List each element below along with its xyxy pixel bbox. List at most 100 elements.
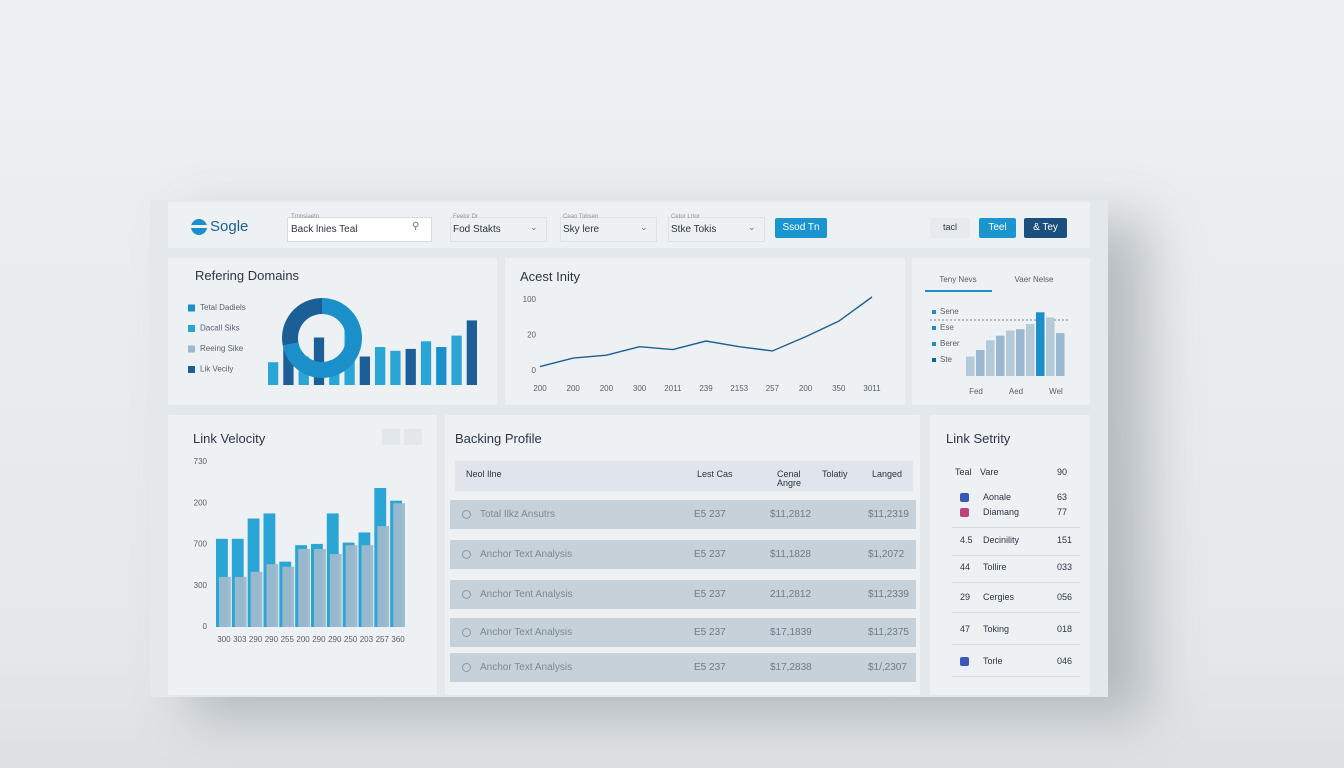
legend-label: Ese (940, 323, 954, 332)
bar (377, 526, 390, 627)
legend-swatch (188, 366, 195, 373)
y-tick-label: 730 (194, 457, 208, 466)
bar (976, 350, 985, 376)
panel-title: Link Velocity (193, 431, 266, 446)
row-value: 056 (1057, 592, 1073, 602)
row-name: Toking (983, 624, 1010, 634)
divider (952, 582, 1080, 583)
x-tick-label: 303 (233, 635, 247, 644)
primary-button[interactable] (775, 218, 827, 238)
bar (1016, 329, 1025, 376)
row-name: Tollire (983, 562, 1007, 572)
activity-panel (505, 258, 905, 405)
row-value: 77 (1057, 507, 1068, 517)
legend-swatch (932, 310, 936, 314)
y-tick-label: 100 (523, 295, 537, 304)
donut-segment (282, 298, 362, 379)
dropdown-caption: Cetor Lrtor (671, 214, 700, 220)
bar (375, 347, 386, 385)
legend-label: Lik Vecily (200, 365, 233, 374)
cell: E5 237 (694, 549, 726, 560)
table-row[interactable] (450, 618, 916, 647)
panel-title: Backing Profile (455, 431, 542, 446)
column-header: Cenal Angre (777, 469, 802, 488)
x-tick-label: 200 (799, 384, 813, 393)
cell: $17,1839 (770, 627, 812, 638)
row-name: Aonale (983, 492, 1012, 502)
cell: Anchor Text Analysis (480, 627, 573, 638)
x-tick-label: 257 (376, 635, 390, 644)
legend-swatch (188, 325, 195, 332)
button[interactable] (979, 218, 1016, 238)
divider (952, 644, 1080, 645)
tab: Vaer Nelse (1015, 275, 1055, 284)
bar (314, 548, 326, 627)
divider (952, 527, 1080, 528)
cell: $11,1828 (770, 549, 811, 560)
bar (298, 548, 310, 627)
bar (451, 335, 462, 385)
dropdown-arrow: ⌄ (530, 222, 538, 232)
cell: E5 237 (694, 627, 726, 638)
search-box[interactable] (287, 217, 432, 242)
row-radio (462, 510, 471, 519)
legend-swatch (932, 342, 936, 346)
tab: Teny Nevs (939, 275, 976, 284)
bar (219, 576, 231, 627)
edit-icon[interactable] (382, 429, 400, 445)
dropdown[interactable] (668, 217, 765, 242)
cell: $1,2072 (868, 549, 905, 560)
cell: $11,2812 (770, 509, 811, 520)
dropdown[interactable] (560, 217, 657, 242)
table-row[interactable] (450, 540, 916, 569)
y-tick-label: 20 (527, 331, 536, 340)
bar (986, 340, 995, 376)
cell: $17,2838 (770, 662, 812, 673)
dropdown-arrow: ⌄ (748, 222, 756, 232)
bar (283, 347, 294, 385)
logo-icon (191, 219, 207, 235)
y-tick-label: 0 (203, 622, 208, 631)
legend-label: Dacall Siks (200, 324, 240, 333)
search-caption: Trnnsiaetn (291, 214, 320, 220)
column-header: Vare (980, 467, 999, 477)
row-icon (960, 493, 969, 502)
divider (952, 676, 1080, 677)
cell: $11,2339 (868, 589, 909, 600)
table-row[interactable] (450, 653, 916, 682)
bar (361, 545, 374, 627)
x-tick-label: 239 (699, 384, 713, 393)
search-text: Back lnies Teal (291, 224, 358, 235)
table-row[interactable] (450, 500, 916, 529)
view-icon[interactable] (404, 429, 422, 445)
row-radio (462, 550, 471, 559)
y-tick-label: 200 (194, 498, 208, 507)
dropdown-arrow: ⌄ (640, 222, 648, 232)
row-value: 151 (1057, 535, 1073, 545)
button[interactable] (1024, 218, 1067, 238)
user-chip[interactable] (930, 218, 970, 238)
x-tick-label: 257 (766, 384, 780, 393)
row-radio (462, 628, 471, 637)
x-tick-label: 290 (312, 635, 326, 644)
row-name: Cergies (983, 592, 1015, 602)
search-icon[interactable]: ⚲ (412, 221, 420, 232)
row-value: 63 (1057, 492, 1068, 502)
bar (393, 503, 405, 627)
x-tick-label: 290 (265, 635, 279, 644)
button-label: & Tey (1033, 222, 1058, 233)
legend-label: Sene (940, 307, 959, 316)
column-header: Lest Cas (697, 469, 733, 479)
table-row[interactable] (450, 580, 916, 609)
dropdown-value: Fod Stakts (453, 224, 501, 235)
bar (1056, 333, 1065, 376)
dropdown[interactable] (450, 217, 547, 242)
divider (952, 555, 1080, 556)
row-value: 033 (1057, 562, 1073, 572)
row-name: Torle (983, 656, 1003, 666)
column-header: Tolatiy (822, 469, 848, 479)
cell: Anchor Text Analysis (480, 662, 573, 673)
column-header: Teal (955, 467, 972, 477)
row-value: 018 (1057, 624, 1073, 634)
dropdown-value: Sky lere (563, 224, 600, 235)
